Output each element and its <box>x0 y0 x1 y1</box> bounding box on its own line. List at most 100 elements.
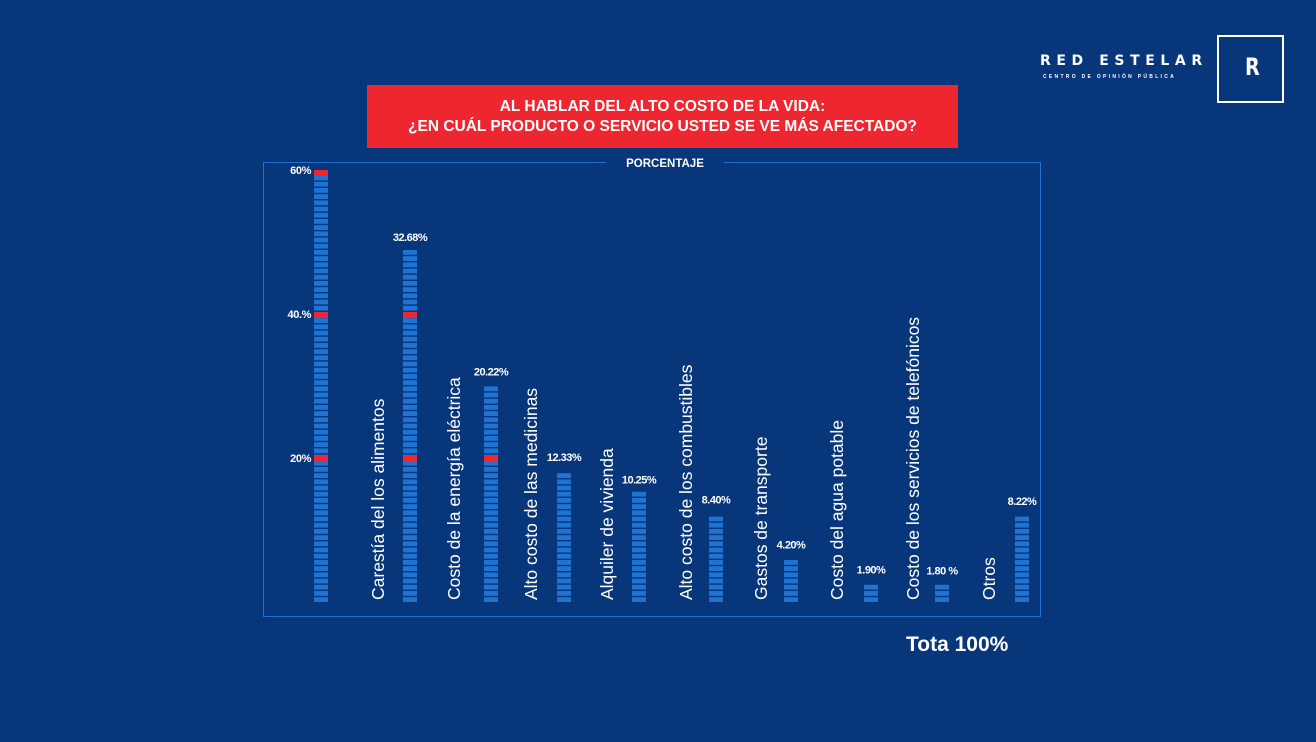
category-label: Alquiler de vivienda <box>597 448 617 600</box>
bar-segment <box>484 405 498 410</box>
scale-bar-segment <box>314 554 328 559</box>
scale-bar-segment <box>314 194 328 199</box>
category-label: Alto costo de los combustibles <box>676 364 696 600</box>
scale-bar-segment <box>314 473 328 478</box>
scale-bar-segment <box>314 566 328 571</box>
category-label: Costo del agua potable <box>827 420 847 600</box>
bar-segment <box>484 560 498 565</box>
bar-segment <box>1015 548 1029 553</box>
bar-segment <box>709 523 723 528</box>
value-label: 4.20% <box>777 540 806 552</box>
bar-segment <box>403 368 417 373</box>
bar-marker <box>403 456 417 462</box>
bar-segment <box>632 492 646 497</box>
scale-bar-segment <box>314 411 328 416</box>
scale-bar-segment <box>314 597 328 602</box>
bar-segment <box>403 318 417 323</box>
bar-segment <box>484 579 498 584</box>
bar-segment <box>403 355 417 360</box>
category-label: Gastos de transporte <box>751 437 771 600</box>
bar-segment <box>484 424 498 429</box>
scale-bar-segment <box>314 318 328 323</box>
bar-segment <box>935 597 949 602</box>
bar-segment <box>557 554 571 559</box>
bar-segment <box>403 331 417 336</box>
bar-segment <box>403 498 417 503</box>
bar-segment <box>709 572 723 577</box>
scale-bar-segment <box>314 300 328 305</box>
bar-segment <box>403 554 417 559</box>
bar <box>632 492 646 602</box>
scale-bar-segment <box>314 448 328 453</box>
category-label: Costo de los servicios de telefónicos <box>903 317 923 600</box>
bar-segment <box>784 579 798 584</box>
bar-segment <box>864 585 878 590</box>
scale-bar-segment <box>314 585 328 590</box>
bar-segment <box>403 492 417 497</box>
bar-segment <box>403 448 417 453</box>
scale-bar-segment <box>314 541 328 546</box>
bar-segment <box>403 535 417 540</box>
value-label: 1.90% <box>857 564 886 576</box>
scale-bar-segment <box>314 374 328 379</box>
scale-bar-marker <box>314 312 328 318</box>
bar-segment <box>484 448 498 453</box>
value-label: 10.25% <box>622 474 657 486</box>
scale-bar-segment <box>314 560 328 565</box>
bar-segment <box>557 579 571 584</box>
bar-segment <box>403 287 417 292</box>
bar-segment <box>484 597 498 602</box>
bar-segment <box>484 479 498 484</box>
bar-segment <box>632 535 646 540</box>
scale-bar-segment <box>314 207 328 212</box>
bar-segment <box>709 579 723 584</box>
bar-segment <box>557 585 571 590</box>
bar <box>709 517 723 602</box>
bar-segment <box>403 293 417 298</box>
scale-bar-segment <box>314 436 328 441</box>
bar-segment <box>557 560 571 565</box>
bar-segment <box>709 566 723 571</box>
scale-bar <box>314 170 328 602</box>
bar <box>484 386 498 602</box>
bar-segment <box>484 554 498 559</box>
bar-segment <box>403 380 417 385</box>
scale-bar-segment <box>314 498 328 503</box>
bar-segment <box>632 554 646 559</box>
category-label: Carestía del los alimentos <box>368 398 388 600</box>
bar-segment <box>557 473 571 478</box>
scale-bar-segment <box>314 238 328 243</box>
bar-segment <box>709 517 723 522</box>
bar <box>557 473 571 602</box>
bar-segment <box>557 535 571 540</box>
bar-segment <box>632 548 646 553</box>
bar-segment <box>632 585 646 590</box>
bar-segment <box>484 393 498 398</box>
bar-segment <box>632 572 646 577</box>
value-label: 12.33% <box>547 452 582 464</box>
bar-segment <box>935 591 949 596</box>
scale-bar-segment <box>314 424 328 429</box>
bar-segment <box>403 579 417 584</box>
bar-segment <box>784 585 798 590</box>
bar <box>403 250 417 602</box>
scale-bar-segment <box>314 510 328 515</box>
bar-segment <box>632 560 646 565</box>
value-label: 1.80 % <box>926 566 958 578</box>
bar-segment <box>403 306 417 311</box>
bar-segment <box>403 430 417 435</box>
bar-marker <box>484 456 498 462</box>
bar-segment <box>484 473 498 478</box>
scale-bar-segment <box>314 250 328 255</box>
bar-segment <box>1015 566 1029 571</box>
bar-segment <box>557 548 571 553</box>
bar-segment <box>484 517 498 522</box>
bar-segment <box>557 492 571 497</box>
bar-segment <box>557 486 571 491</box>
bar-segment <box>709 529 723 534</box>
bar-segment <box>709 535 723 540</box>
scale-bar-marker <box>314 456 328 462</box>
scale-bar-segment <box>314 262 328 267</box>
scale-bar-segment <box>314 349 328 354</box>
scale-bar-segment <box>314 517 328 522</box>
